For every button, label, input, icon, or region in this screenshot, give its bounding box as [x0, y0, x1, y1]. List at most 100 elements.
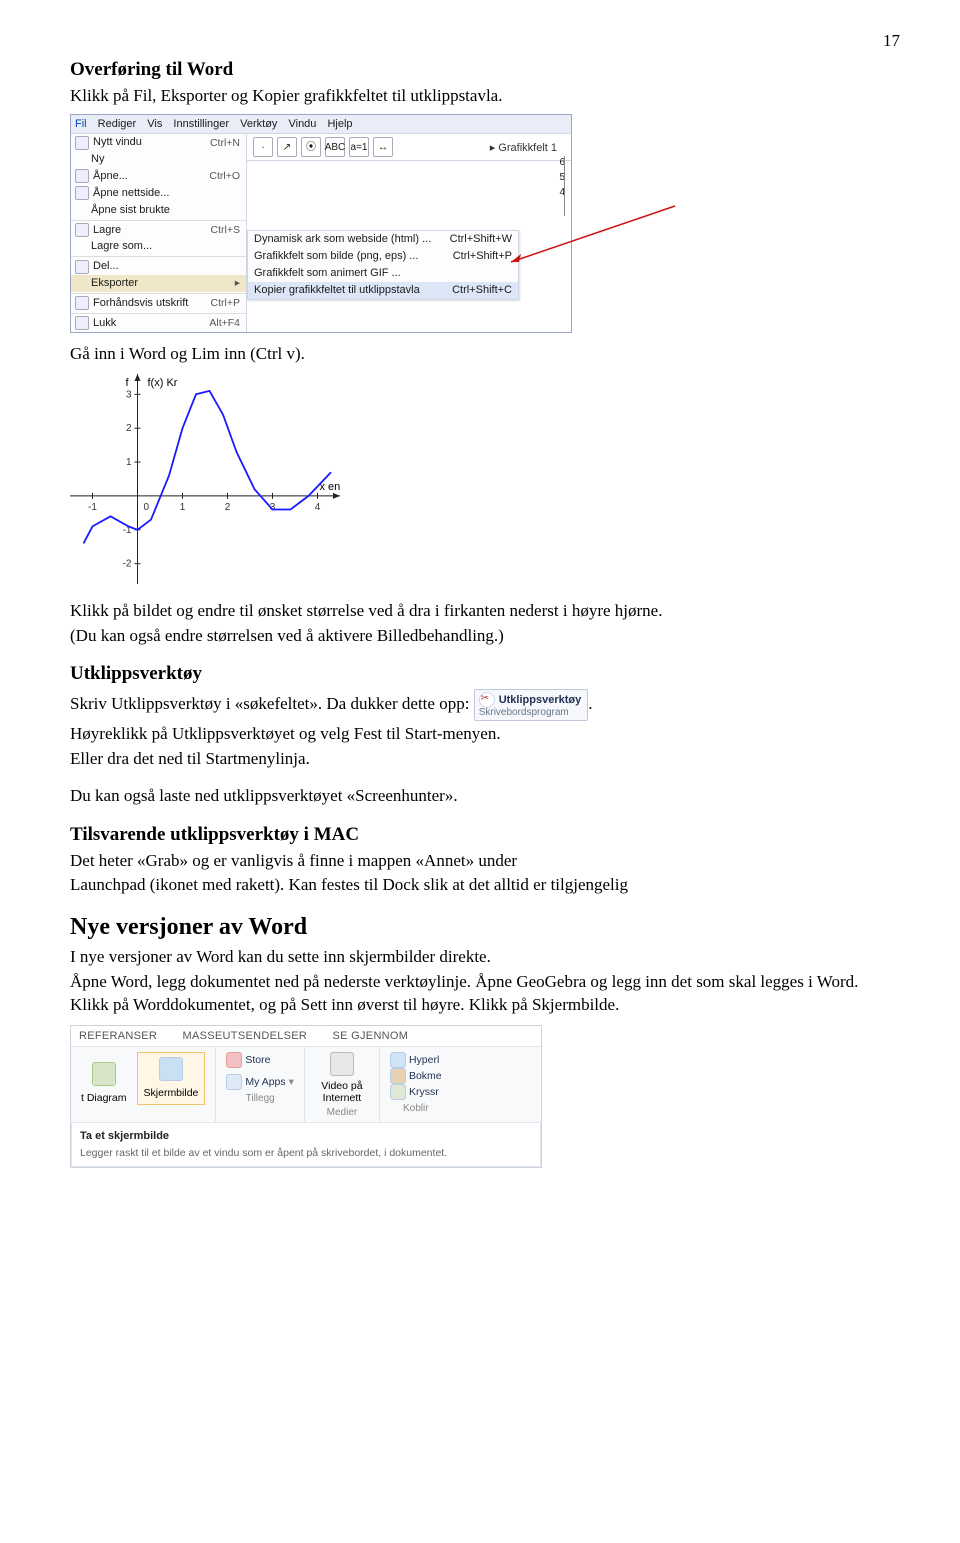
store-icon — [226, 1052, 242, 1068]
paragraph: Launchpad (ikonet med rakett). Kan feste… — [70, 874, 900, 897]
tab[interactable]: REFERANSER — [79, 1030, 157, 1042]
ribbon-group: Store My Apps ▾ Tillegg — [216, 1047, 305, 1121]
menu-item[interactable]: Åpne nettside... — [93, 186, 240, 201]
group-label: Medier — [315, 1106, 369, 1120]
submenu-item[interactable]: Grafikkfelt som animert GIF ... — [254, 266, 401, 281]
open-web-icon — [75, 186, 89, 200]
svg-text:-1: -1 — [88, 502, 97, 513]
paragraph: Høyreklikk på Utklippsverktøyet og velg … — [70, 723, 900, 746]
ribbon-item[interactable]: Bokme — [409, 1069, 442, 1083]
paragraph: Klikk på Fil, Eksporter og Kopier grafik… — [70, 85, 900, 108]
tool-button[interactable]: ↗ — [277, 137, 297, 157]
red-arrow-icon — [507, 204, 677, 264]
ribbon-group: Video på Internett Medier — [305, 1047, 380, 1121]
page-number: 17 — [70, 30, 900, 53]
bookmark-icon — [390, 1068, 406, 1084]
open-icon — [75, 169, 89, 183]
tooltip-title: Ta et skjermbilde — [80, 1129, 532, 1144]
screenshot-geogebra-menu: Fil Rediger Vis Innstillinger Verktøy Vi… — [70, 114, 572, 333]
svg-text:2: 2 — [225, 502, 231, 513]
group-label: Tillegg — [226, 1092, 294, 1106]
tool-button[interactable]: ABC — [325, 137, 345, 157]
paragraph: Åpne Word, legg dokumentet ned på neders… — [70, 971, 900, 1017]
video-icon — [330, 1052, 354, 1076]
tool-button[interactable]: · — [253, 137, 273, 157]
ribbon-item[interactable]: Video på Internett — [315, 1081, 369, 1104]
shortcut: Ctrl+Shift+C — [452, 283, 512, 298]
submenu-item[interactable]: Grafikkfelt som bilde (png, eps) ... — [254, 249, 418, 264]
menu-item[interactable]: Åpne... — [93, 169, 209, 184]
paragraph: Eller dra det ned til Startmenylinja. — [70, 748, 900, 771]
shortcut: Ctrl+Shift+W — [450, 232, 512, 247]
menu-item[interactable]: Innstillinger — [173, 118, 229, 130]
dropdown-fil: Nytt vinduCtrl+N Ny Åpne...Ctrl+O Åpne n… — [71, 134, 247, 331]
menu-item[interactable]: Lagre som... — [91, 239, 240, 254]
submenu-item[interactable]: Dynamisk ark som webside (html) ... — [254, 232, 431, 247]
ribbon-item[interactable]: Store — [245, 1053, 270, 1067]
menu-item[interactable]: Verktøy — [240, 118, 277, 130]
menu-item[interactable]: Nytt vindu — [93, 135, 210, 150]
menu-item[interactable]: Lukk — [93, 316, 209, 331]
paragraph: Klikk på bildet og endre til ønsket stør… — [70, 600, 900, 623]
close-icon — [75, 316, 89, 330]
svg-text:f(x) Kr: f(x) Kr — [148, 377, 178, 389]
tab[interactable]: MASSEUTSENDELSER — [183, 1030, 308, 1042]
svg-text:1: 1 — [126, 457, 132, 468]
tool-button[interactable]: ⦿ — [301, 137, 321, 157]
ribbon-item[interactable]: Kryssr — [409, 1085, 439, 1099]
link-icon — [390, 1052, 406, 1068]
menu-item[interactable]: Ny — [91, 152, 240, 167]
tool-button[interactable]: a=1 — [349, 137, 369, 157]
tab[interactable]: SE GJENNOM — [333, 1030, 409, 1042]
paragraph: I nye versjoner av Word kan du sette inn… — [70, 946, 900, 969]
shortcut: Ctrl+P — [211, 296, 240, 310]
paragraph: Skriv Utklippsverktøy i «søkefeltet». Da… — [70, 689, 900, 721]
group-label: Koblir — [390, 1102, 442, 1116]
menu-item[interactable]: Lagre — [93, 223, 211, 238]
toolbar: · ↗ ⦿ ABC a=1 ↔ ▸ Grafikkfelt 1 — [247, 134, 571, 161]
file-icon — [75, 136, 89, 150]
menu-item[interactable]: Hjelp — [327, 118, 352, 130]
ribbon-tabs: REFERANSER MASSEUTSENDELSER SE GJENNOM — [71, 1026, 541, 1048]
chip-title: Utklippsverktøy — [499, 694, 582, 706]
ribbon-item[interactable]: Hyperl — [409, 1053, 439, 1067]
heading-nye-versjoner-word: Nye versjoner av Word — [70, 911, 900, 943]
menu-fil[interactable]: Fil — [75, 118, 87, 130]
submenu-item[interactable]: Kopier grafikkfeltet til utklippstavla — [254, 283, 420, 298]
label: t Diagram — [81, 1091, 127, 1105]
chevron-down-icon: ▾ — [289, 1075, 294, 1089]
crossref-icon — [390, 1084, 406, 1100]
ribbon-group: t Diagram Skjermbilde — [71, 1047, 216, 1121]
panel-title: ▸ Grafikkfelt 1 — [482, 139, 565, 156]
chart-icon[interactable] — [92, 1062, 116, 1086]
menu-item[interactable]: Forhåndsvis utskrift — [93, 296, 211, 311]
label: Skjermbilde — [144, 1086, 199, 1100]
menu-eksporter[interactable]: Eksporter — [91, 276, 235, 291]
text: . — [588, 694, 592, 713]
chart-function-graph: -101234-2-1123ff(x) Krx enheter — [70, 374, 340, 584]
menu-item[interactable]: Vis — [147, 118, 162, 130]
svg-text:4: 4 — [315, 502, 321, 513]
skjermbilde-button[interactable]: Skjermbilde — [137, 1052, 206, 1105]
menu-item[interactable]: Del... — [93, 259, 240, 274]
menu-item[interactable]: Rediger — [98, 118, 137, 130]
shortcut: Ctrl+N — [210, 136, 240, 150]
heading-overforing-til-word: Overføring til Word — [70, 57, 900, 83]
paragraph: (Du kan også endre størrelsen ved å akti… — [70, 625, 900, 648]
submenu-eksporter: Dynamisk ark som webside (html) ... Ctrl+… — [247, 230, 519, 299]
menu-item[interactable]: Åpne sist brukte — [91, 203, 240, 218]
ribbon-item[interactable]: My Apps — [245, 1075, 285, 1089]
svg-text:2: 2 — [126, 423, 132, 434]
svg-text:1: 1 — [180, 502, 186, 513]
menu-item[interactable]: Vindu — [288, 118, 316, 130]
menubar: Fil Rediger Vis Innstillinger Verktøy Vi… — [71, 115, 571, 135]
svg-text:-2: -2 — [123, 558, 132, 569]
tool-button[interactable]: ↔ — [373, 137, 393, 157]
shortcut: Ctrl+Shift+P — [453, 249, 512, 264]
snipping-tool-chip[interactable]: UtklippsverktøySkrivebordsprogram — [474, 689, 589, 721]
print-icon — [75, 296, 89, 310]
screenshot-word-ribbon: REFERANSER MASSEUTSENDELSER SE GJENNOM t… — [70, 1025, 542, 1168]
svg-text:3: 3 — [126, 389, 132, 400]
tooltip-desc: Legger raskt til et bilde av et vindu so… — [80, 1146, 532, 1160]
heading-utklippsverktoy: Utklippsverktøy — [70, 661, 900, 687]
